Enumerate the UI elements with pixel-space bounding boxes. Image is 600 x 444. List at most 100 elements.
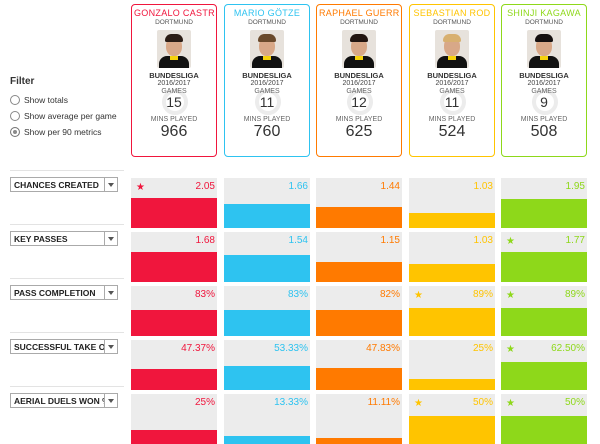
- player-name: MARIO GÖTZE: [233, 8, 301, 18]
- metric-cell: 1.44: [316, 178, 402, 228]
- mins-label: MINS PLAYED: [243, 116, 291, 123]
- metric-value: 1.03: [473, 181, 493, 192]
- metric-value: 1.44: [380, 181, 400, 192]
- metric-value: 47.83%: [366, 343, 400, 354]
- player-card[interactable]: MARIO GÖTZE DORTMUND BUNDESLIGA 2016/2017 GA…: [224, 4, 310, 157]
- player-card[interactable]: SEBASTIAN ROD DORTMUND BUNDESLIGA 2016/2017…: [409, 4, 495, 157]
- metric-bar: [224, 310, 310, 336]
- filter-option-label: Show totals: [24, 95, 68, 105]
- games-count: 9: [540, 94, 548, 110]
- filter-option-average[interactable]: Show average per game: [10, 108, 126, 124]
- metric-bar: [316, 310, 402, 336]
- radio-show-per90[interactable]: [10, 127, 20, 137]
- metric-bar: [501, 308, 587, 336]
- games-ring: [532, 89, 558, 115]
- games-label: GAMES: [346, 88, 372, 95]
- games-label: GAMES: [161, 88, 187, 95]
- mins-label: MINS PLAYED: [335, 116, 383, 123]
- player-season: 2016/2017: [342, 80, 376, 87]
- games-label: GAMES: [531, 88, 557, 95]
- player-card[interactable]: GONZALO CASTR DORTMUND BUNDESLIGA 2016/2017…: [131, 4, 217, 157]
- metric-value: 89%: [472, 289, 493, 300]
- metric-cell: 50% ★: [409, 394, 495, 444]
- chevron-down-icon[interactable]: [104, 393, 118, 408]
- metric-cell: 25%: [131, 394, 217, 444]
- metric-value: 1.77: [565, 235, 585, 246]
- metric-value: 1.15: [380, 235, 400, 246]
- metric-bar: [316, 438, 402, 444]
- metric-divider: [10, 332, 124, 333]
- metric-select[interactable]: AERIAL DUELS WON %: [10, 393, 118, 408]
- games-label: GAMES: [254, 88, 280, 95]
- chevron-down-icon[interactable]: [104, 285, 118, 300]
- filter-option-per90[interactable]: Show per 90 metrics: [10, 124, 126, 140]
- metric-bar: [224, 255, 310, 282]
- metric-cell: 47.83%: [316, 340, 402, 390]
- radio-show-average[interactable]: [10, 111, 20, 121]
- metric-divider: [10, 170, 124, 171]
- metric-value: 62.50%: [551, 343, 585, 354]
- metric-bar: [224, 204, 310, 228]
- metric-cell: 1.15: [316, 232, 402, 282]
- mins-played: 508: [530, 123, 558, 140]
- metric-cell: 1.03: [409, 178, 495, 228]
- metric-value: 11.11%: [367, 397, 400, 408]
- metric-select[interactable]: KEY PASSES: [10, 231, 118, 246]
- radio-show-totals[interactable]: [10, 95, 20, 105]
- metric-divider: [10, 224, 124, 225]
- star-icon: ★: [414, 398, 423, 409]
- games-label: GAMES: [439, 88, 465, 95]
- metric-cell: 25%: [409, 340, 495, 390]
- filter-option-label: Show per 90 metrics: [24, 127, 102, 137]
- filter-option-totals[interactable]: Show totals: [10, 92, 126, 108]
- mins-played: 760: [253, 123, 281, 140]
- metric-bar: [224, 366, 310, 390]
- chevron-down-icon[interactable]: [104, 177, 118, 192]
- metric-value: 47.37%: [181, 343, 215, 354]
- games-ring: [347, 89, 373, 115]
- metric-cell: 47.37%: [131, 340, 217, 390]
- chevron-down-icon[interactable]: [104, 231, 118, 246]
- metric-value: 83%: [287, 289, 308, 300]
- metric-value: 1.95: [565, 181, 585, 192]
- metric-value: 50%: [472, 397, 493, 408]
- metric-cell: 83%: [224, 286, 310, 336]
- metric-value: 1.54: [288, 235, 308, 246]
- metric-cell: 1.68: [131, 232, 217, 282]
- player-season: 2016/2017: [157, 80, 191, 87]
- filter-title: Filter: [10, 76, 35, 87]
- games-ring: [255, 89, 281, 115]
- games-ring: [162, 89, 188, 115]
- metric-value: 1.68: [195, 235, 215, 246]
- metric-bar: [316, 207, 402, 228]
- player-team: DORTMUND: [525, 19, 563, 26]
- metric-cell: 2.05 ★: [131, 178, 217, 228]
- player-team: DORTMUND: [433, 19, 471, 26]
- metric-cell: 82%: [316, 286, 402, 336]
- player-card[interactable]: SHINJI KAGAWA DORTMUND BUNDESLIGA 2016/2017…: [501, 4, 587, 157]
- chevron-down-icon[interactable]: [104, 339, 118, 354]
- metric-bar: [409, 416, 495, 444]
- metric-select[interactable]: CHANCES CREATED: [10, 177, 118, 192]
- player-photo: [157, 30, 191, 68]
- metric-value: 25%: [472, 343, 493, 354]
- player-photo: [342, 30, 376, 68]
- metric-bar: [409, 213, 495, 228]
- player-photo: [435, 30, 469, 68]
- mins-played: 625: [345, 123, 373, 140]
- metric-divider: [10, 278, 124, 279]
- metric-select[interactable]: SUCCESSFUL TAKE O: [10, 339, 118, 354]
- metric-value: 83%: [194, 289, 215, 300]
- star-icon: ★: [506, 344, 515, 355]
- metric-cell: 53.33%: [224, 340, 310, 390]
- player-photo: [527, 30, 561, 68]
- mins-played: 524: [438, 123, 466, 140]
- player-season: 2016/2017: [527, 80, 561, 87]
- games-ring: [440, 89, 466, 115]
- player-card[interactable]: RAPHAEL GUERR DORTMUND BUNDESLIGA 2016/2017…: [316, 4, 402, 157]
- metric-cell: 89% ★: [501, 286, 587, 336]
- star-icon: ★: [506, 398, 515, 409]
- metric-value: 50%: [564, 397, 585, 408]
- metric-select[interactable]: PASS COMPLETION: [10, 285, 118, 300]
- games-count: 11: [259, 94, 275, 110]
